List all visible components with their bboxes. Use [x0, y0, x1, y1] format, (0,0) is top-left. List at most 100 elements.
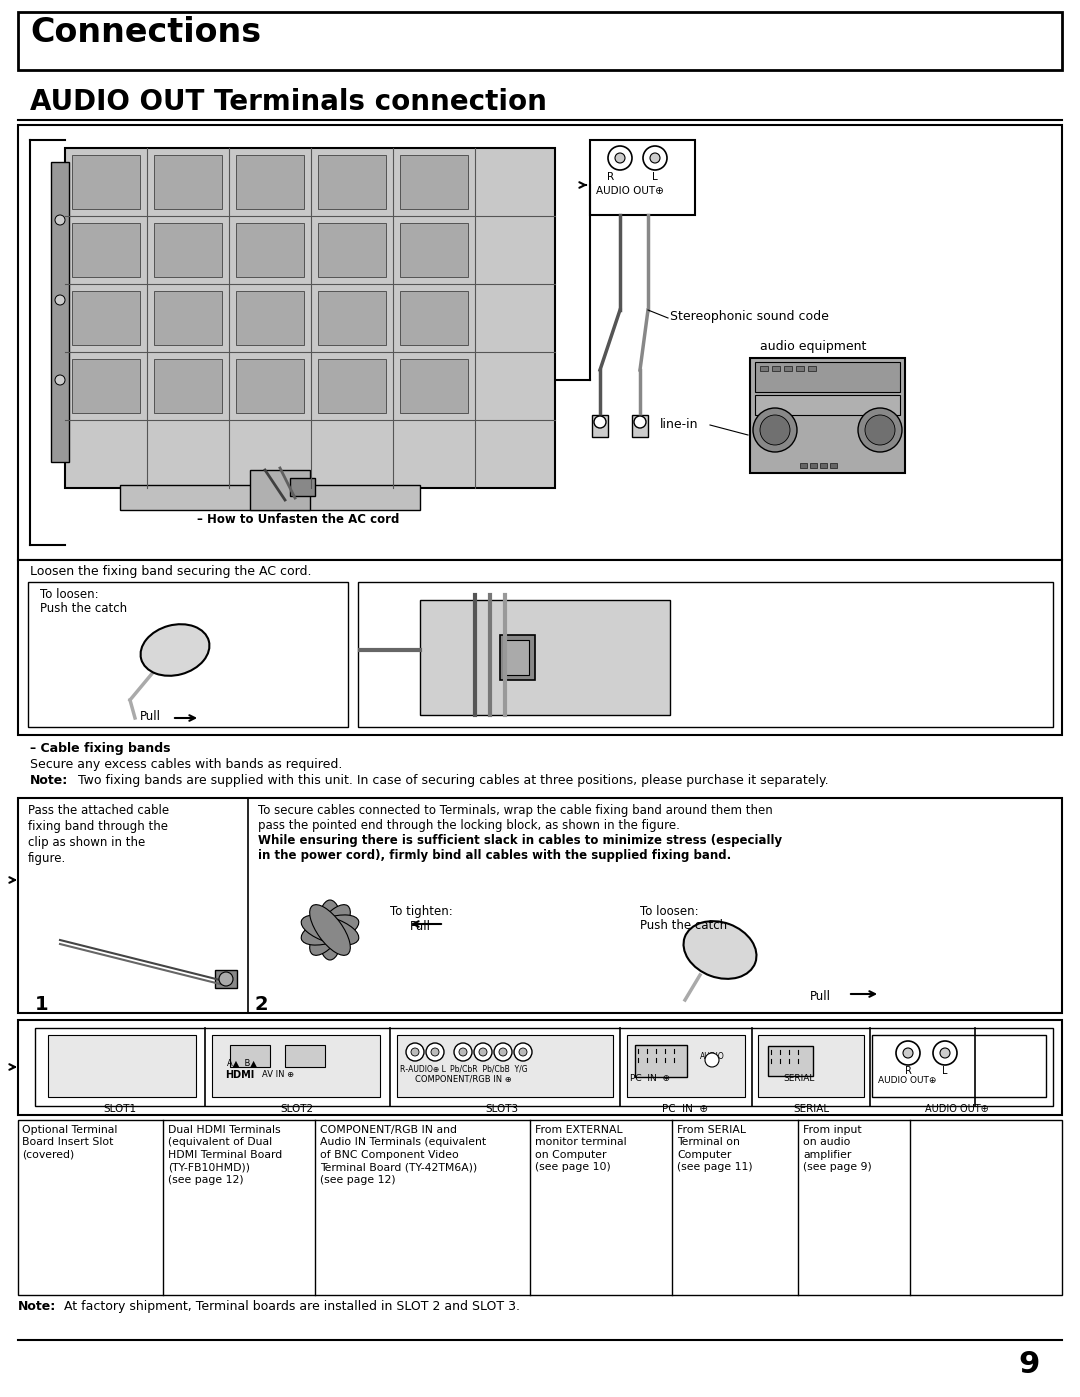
Circle shape	[431, 1048, 438, 1056]
Circle shape	[514, 1044, 532, 1060]
Text: Pull: Pull	[410, 921, 431, 933]
Text: PC  IN  ⊕: PC IN ⊕	[662, 1104, 708, 1113]
Bar	[154, 359, 222, 414]
Circle shape	[933, 1041, 957, 1065]
Bar	[810, 462, 816, 468]
Text: From SERIAL
Terminal on
Computer
(see page 11): From SERIAL Terminal on Computer (see pa…	[677, 1125, 753, 1172]
Bar	[65, 148, 555, 488]
Bar	[154, 224, 222, 277]
Circle shape	[499, 1048, 507, 1056]
Text: L: L	[942, 1066, 948, 1076]
Text: Loosen the fixing band securing the AC cord.: Loosen the fixing band securing the AC c…	[30, 564, 311, 578]
Text: Stereophonic sound code: Stereophonic sound code	[670, 310, 828, 323]
Text: To loosen:: To loosen:	[40, 588, 98, 601]
Bar	[357, 583, 1053, 726]
Text: Note:: Note:	[30, 774, 68, 787]
Circle shape	[474, 1044, 492, 1060]
Bar	[400, 155, 468, 210]
Text: AV IN ⊕: AV IN ⊕	[262, 1070, 294, 1078]
Bar	[632, 415, 648, 437]
Text: Connections: Connections	[30, 15, 261, 49]
Text: AUDIO OUT⊕: AUDIO OUT⊕	[926, 1104, 989, 1113]
Circle shape	[650, 154, 660, 163]
Text: R: R	[607, 172, 615, 182]
Bar	[397, 1035, 613, 1097]
Bar	[768, 1046, 813, 1076]
Text: To secure cables connected to Terminals, wrap the cable fixing band around them : To secure cables connected to Terminals,…	[258, 805, 773, 817]
Circle shape	[615, 154, 625, 163]
Circle shape	[643, 147, 667, 170]
Bar	[627, 1035, 745, 1097]
Text: Note:: Note:	[18, 1301, 56, 1313]
Bar	[420, 599, 670, 715]
Text: While ensuring there is sufficient slack in cables to minimize stress (especiall: While ensuring there is sufficient slack…	[258, 834, 782, 847]
Text: 1: 1	[35, 995, 49, 1014]
Circle shape	[760, 415, 789, 446]
Bar	[291, 478, 315, 496]
Circle shape	[858, 408, 902, 453]
Text: From input
on audio
amplifier
(see page 9): From input on audio amplifier (see page …	[804, 1125, 872, 1172]
Bar	[635, 1045, 687, 1077]
Bar	[18, 1120, 1062, 1295]
Ellipse shape	[140, 624, 210, 676]
Text: SLOT3: SLOT3	[485, 1104, 518, 1113]
Bar	[831, 462, 837, 468]
Bar	[755, 395, 900, 415]
Text: AUDIO OUT⊕: AUDIO OUT⊕	[878, 1076, 936, 1085]
Ellipse shape	[301, 915, 359, 946]
Text: AUDIO OUT⊕: AUDIO OUT⊕	[596, 186, 664, 196]
Text: COMPONENT/RGB IN and
Audio IN Terminals (equivalent
of BNC Component Video
Termi: COMPONENT/RGB IN and Audio IN Terminals …	[320, 1125, 486, 1185]
Text: SLOT2: SLOT2	[281, 1104, 313, 1113]
Circle shape	[55, 295, 65, 305]
Text: 9: 9	[1018, 1350, 1040, 1379]
Bar	[772, 366, 780, 372]
Circle shape	[426, 1044, 444, 1060]
Bar	[249, 469, 310, 510]
Bar	[318, 359, 386, 414]
Text: Pull: Pull	[810, 990, 831, 1003]
Circle shape	[594, 416, 606, 427]
Bar	[237, 291, 303, 345]
Bar	[230, 1045, 270, 1067]
Circle shape	[454, 1044, 472, 1060]
Bar	[400, 224, 468, 277]
Bar	[120, 485, 420, 510]
Bar	[72, 291, 140, 345]
Bar	[212, 1035, 380, 1097]
Text: audio equipment: audio equipment	[760, 339, 866, 353]
Bar	[18, 1020, 1062, 1115]
Bar	[18, 13, 1062, 70]
Bar	[18, 798, 1062, 1013]
Text: Push the catch: Push the catch	[40, 602, 127, 615]
Circle shape	[865, 415, 895, 446]
Ellipse shape	[310, 905, 350, 956]
Bar	[760, 366, 768, 372]
Text: Dual HDMI Terminals
(equivalent of Dual
HDMI Terminal Board
(TY-FB10HMD))
(see p: Dual HDMI Terminals (equivalent of Dual …	[168, 1125, 282, 1185]
Circle shape	[480, 1048, 487, 1056]
Text: in the power cord), firmly bind all cables with the supplied fixing band.: in the power cord), firmly bind all cabl…	[258, 849, 731, 862]
Text: Two fixing bands are supplied with this unit. In case of securing cables at thre: Two fixing bands are supplied with this …	[78, 774, 828, 787]
Bar	[758, 1035, 864, 1097]
Circle shape	[55, 215, 65, 225]
Text: At factory shipment, Terminal boards are installed in SLOT 2 and SLOT 3.: At factory shipment, Terminal boards are…	[60, 1301, 519, 1313]
Circle shape	[494, 1044, 512, 1060]
Bar	[755, 362, 900, 393]
Text: Pull: Pull	[140, 710, 161, 724]
Text: R: R	[905, 1066, 912, 1076]
Text: AUDIO OUT Terminals connection: AUDIO OUT Terminals connection	[30, 88, 546, 116]
Circle shape	[903, 1048, 913, 1058]
Text: SLOT1: SLOT1	[104, 1104, 136, 1113]
Bar	[500, 636, 535, 680]
Circle shape	[634, 416, 646, 427]
Circle shape	[608, 147, 632, 170]
Text: L: L	[652, 172, 658, 182]
Bar	[505, 640, 529, 675]
Text: From EXTERNAL
monitor terminal
on Computer
(see page 10): From EXTERNAL monitor terminal on Comput…	[535, 1125, 626, 1172]
Bar	[154, 291, 222, 345]
Bar	[18, 124, 1062, 560]
Circle shape	[940, 1048, 950, 1058]
Bar	[237, 224, 303, 277]
Bar	[237, 155, 303, 210]
Text: SERIAL: SERIAL	[793, 1104, 829, 1113]
Ellipse shape	[310, 905, 350, 956]
